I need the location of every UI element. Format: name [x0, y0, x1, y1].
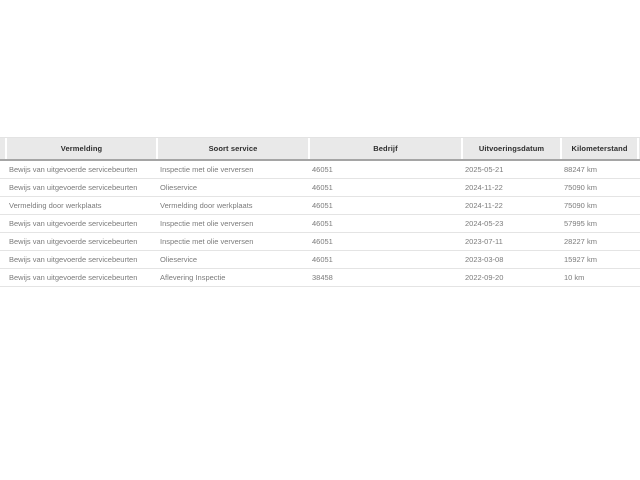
cell-uitvoeringsdatum: 2022-09-20: [465, 273, 504, 282]
cell-uitvoeringsdatum: 2024-05-23: [465, 219, 504, 228]
cell-soort-service: Olieservice: [160, 183, 198, 192]
header-cell-bedrijf: Bedrijf: [310, 138, 461, 159]
cell-vermelding: Bewijs van uitgevoerde servicebeurten: [9, 183, 138, 192]
cell-kilometerstand: 75090 km: [564, 201, 597, 210]
table-row: Vermelding door werkplaats Vermelding do…: [0, 197, 640, 215]
cell-soort-service: Aflevering Inspectie: [160, 273, 226, 282]
cell-kilometerstand: 28227 km: [564, 237, 597, 246]
cell-uitvoeringsdatum: 2024-11-22: [465, 201, 503, 210]
cell-uitvoeringsdatum: 2025-05-21: [465, 165, 504, 174]
cell-bedrijf: 46051: [312, 237, 333, 246]
table-row: Bewijs van uitgevoerde servicebeurten In…: [0, 215, 640, 233]
cell-kilometerstand: 10 km: [564, 273, 585, 282]
cell-bedrijf: 38458: [312, 273, 333, 282]
table-row: Bewijs van uitgevoerde servicebeurten In…: [0, 161, 640, 179]
header-cell-kilometerstand: Kilometerstand: [562, 138, 637, 159]
cell-bedrijf: 46051: [312, 201, 333, 210]
header-cell-clipped-left: [0, 138, 5, 159]
cell-soort-service: Inspectie met olie verversen: [160, 237, 254, 246]
table-row: Bewijs van uitgevoerde servicebeurten Ol…: [0, 251, 640, 269]
service-history-table: Vermelding Soort service Bedrijf Uitvoer…: [0, 137, 640, 287]
cell-kilometerstand: 75090 km: [564, 183, 597, 192]
cell-vermelding: Bewijs van uitgevoerde servicebeurten: [9, 219, 138, 228]
cell-bedrijf: 46051: [312, 219, 333, 228]
cell-bedrijf: 46051: [312, 183, 333, 192]
cell-soort-service: Vermelding door werkplaats: [160, 201, 253, 210]
cell-vermelding: Bewijs van uitgevoerde servicebeurten: [9, 165, 138, 174]
header-cell-vermelding: Vermelding: [7, 138, 156, 159]
cell-soort-service: Olieservice: [160, 255, 198, 264]
cell-kilometerstand: 57995 km: [564, 219, 597, 228]
cell-soort-service: Inspectie met olie verversen: [160, 219, 254, 228]
header-cell-soort-service: Soort service: [158, 138, 308, 159]
header-cell-uitvoeringsdatum: Uitvoeringsdatum: [463, 138, 560, 159]
cell-bedrijf: 46051: [312, 255, 333, 264]
cell-kilometerstand: 88247 km: [564, 165, 597, 174]
cell-vermelding: Bewijs van uitgevoerde servicebeurten: [9, 255, 138, 264]
table-row: Bewijs van uitgevoerde servicebeurten Ol…: [0, 179, 640, 197]
cell-uitvoeringsdatum: 2023-03-08: [465, 255, 504, 264]
cell-bedrijf: 46051: [312, 165, 333, 174]
cell-kilometerstand: 15927 km: [564, 255, 597, 264]
cell-vermelding: Bewijs van uitgevoerde servicebeurten: [9, 237, 138, 246]
cell-uitvoeringsdatum: 2023-07-11: [465, 237, 503, 246]
table-row: Bewijs van uitgevoerde servicebeurten Af…: [0, 269, 640, 287]
table-header-row: Vermelding Soort service Bedrijf Uitvoer…: [0, 137, 640, 161]
cell-vermelding: Vermelding door werkplaats: [9, 201, 102, 210]
table-row: Bewijs van uitgevoerde servicebeurten In…: [0, 233, 640, 251]
cell-soort-service: Inspectie met olie verversen: [160, 165, 254, 174]
cell-vermelding: Bewijs van uitgevoerde servicebeurten: [9, 273, 138, 282]
cell-uitvoeringsdatum: 2024-11-22: [465, 183, 503, 192]
